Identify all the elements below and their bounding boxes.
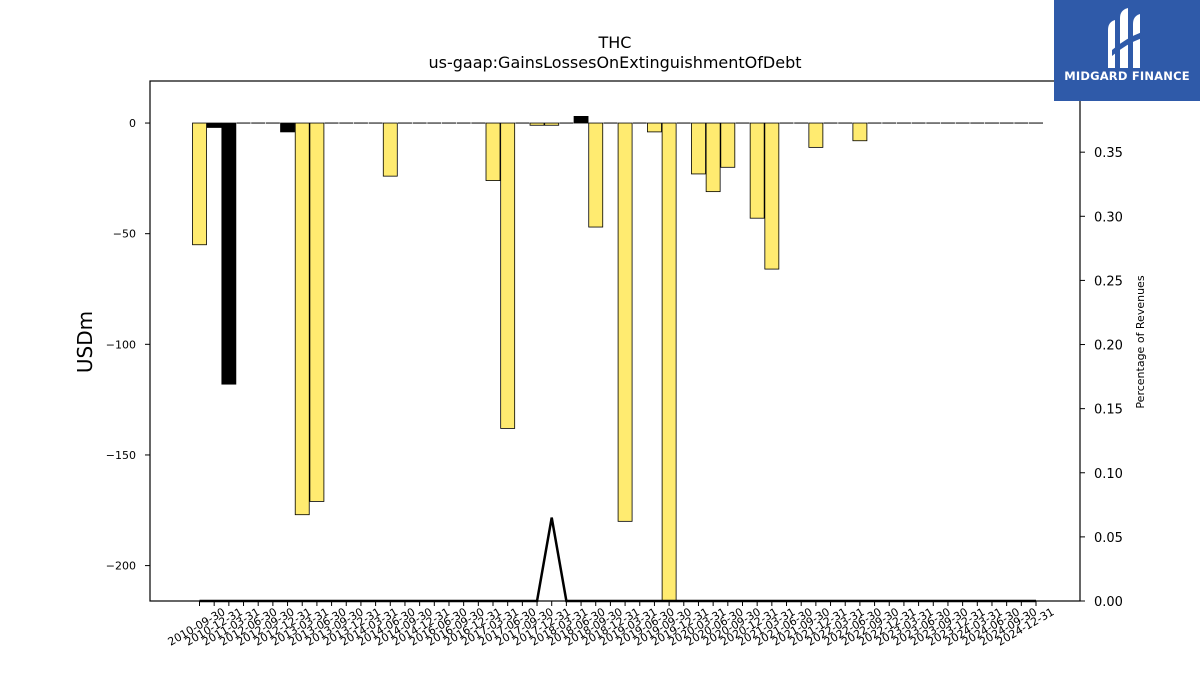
bar	[617, 122, 633, 522]
chart-subtitle: us-gaap:GainsLossesOnExtinguishmentOfDeb…	[428, 53, 801, 72]
bar	[280, 122, 295, 133]
bar	[808, 122, 824, 148]
bar	[294, 122, 310, 516]
y2-tick-label: 0.05	[1094, 531, 1123, 546]
bar	[382, 122, 398, 177]
right-axis-ticks: 0.000.050.100.150.200.250.300.350.40	[1080, 82, 1123, 610]
chart-title: THC	[598, 33, 632, 52]
bar	[764, 122, 780, 270]
bar	[192, 122, 207, 246]
y2-tick-label: 0.15	[1094, 403, 1123, 418]
bar	[221, 122, 237, 385]
y2-tick-label: 0.35	[1094, 146, 1123, 161]
brand-logo: MIDGARD FINANCE	[1054, 0, 1200, 101]
y-axis-label: USDm	[73, 311, 97, 373]
bar	[749, 122, 765, 219]
y-tick-label: −150	[106, 449, 136, 462]
bar	[206, 122, 222, 128]
bar	[691, 122, 706, 175]
y2-tick-label: 0.20	[1094, 339, 1123, 354]
plot-frame	[149, 80, 1081, 602]
bars-group	[192, 116, 1043, 602]
bar	[544, 122, 560, 126]
y2-tick-label: 0.00	[1094, 595, 1123, 610]
bar	[705, 122, 721, 193]
bar	[647, 122, 662, 133]
bar	[309, 122, 325, 502]
y-tick-label: −200	[106, 560, 136, 573]
y2-tick-label: 0.10	[1094, 467, 1123, 482]
y2-tick-label: 0.25	[1094, 274, 1123, 289]
y2-tick-label: 0.30	[1094, 210, 1123, 225]
brand-name: MIDGARD FINANCE	[1064, 69, 1190, 83]
logo-mark-icon	[1108, 8, 1142, 68]
y-tick-label: −50	[113, 228, 136, 241]
bar	[588, 122, 604, 228]
y-tick-label: −100	[106, 338, 136, 351]
bar	[661, 122, 677, 602]
bar	[573, 116, 589, 124]
x-axis-ticks: 2010-09-302010-12-312011-03-312012-06-30…	[166, 601, 1057, 649]
left-axis-ticks: 0 −50 −100 −150 −200	[106, 117, 150, 573]
ratio-line	[199, 517, 1036, 603]
bar	[500, 122, 516, 429]
ratio-line-group	[199, 517, 1036, 603]
bar	[485, 122, 501, 181]
y2-axis-label: Percentage of Revenues	[1134, 275, 1147, 408]
bar	[852, 122, 868, 142]
bar	[720, 122, 736, 168]
bar	[529, 122, 545, 126]
y-tick-label: 0	[129, 117, 136, 130]
